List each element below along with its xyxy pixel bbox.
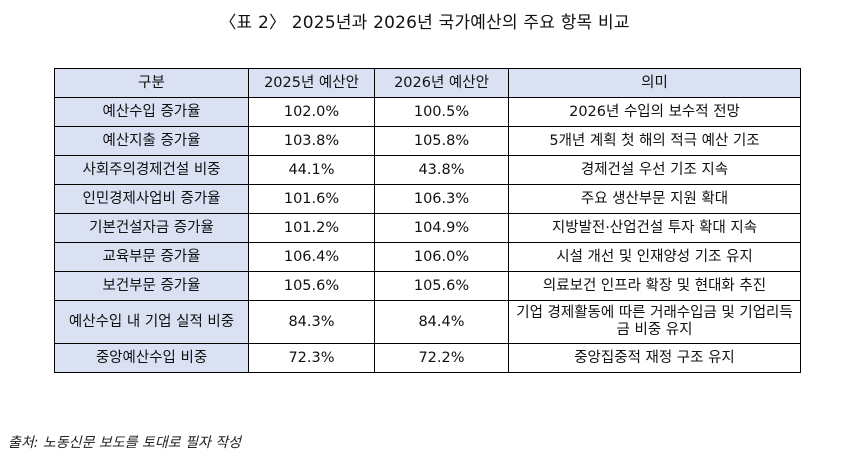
meaning-cell: 기업 경제활동에 따른 거래수입금 및 기업리득금 비중 유지 [508,300,801,344]
row-label: 인민경제사업비 증가율 [54,184,249,214]
table-row: 기본건설자금 증가율 101.2% 104.9% 지방발전·산업건설 투자 확대… [54,213,801,243]
table-header-row: 구분 2025년 예산안 2026년 예산안 의미 [54,68,801,98]
value-2026: 104.9% [374,213,509,243]
value-2026: 84.4% [374,300,509,344]
header-meaning: 의미 [508,68,801,98]
value-2025: 103.8% [248,126,375,156]
value-2025: 72.3% [248,343,375,373]
value-2026: 105.6% [374,271,509,301]
meaning-cell: 지방발전·산업건설 투자 확대 지속 [508,213,801,243]
table-row: 예산지출 증가율 103.8% 105.8% 5개년 계획 첫 해의 적극 예산… [54,126,801,156]
value-2026: 100.5% [374,97,509,127]
header-category: 구분 [54,68,249,98]
row-label: 기본건설자금 증가율 [54,213,249,243]
row-label: 중앙예산수입 비중 [54,343,249,373]
row-label: 사회주의경제건설 비중 [54,155,249,185]
meaning-cell: 주요 생산부문 지원 확대 [508,184,801,214]
table-row: 인민경제사업비 증가율 101.6% 106.3% 주요 생산부문 지원 확대 [54,184,801,214]
table-row: 사회주의경제건설 비중 44.1% 43.8% 경제건설 우선 기조 지속 [54,155,801,185]
value-2025: 102.0% [248,97,375,127]
table-title: 〈표 2〉 2025년과 2026년 국가예산의 주요 항목 비교 [219,13,630,33]
source-note: 출처: 노동신문 보도를 토대로 필자 작성 [8,435,242,451]
value-2025: 101.6% [248,184,375,214]
row-label: 예산수입 증가율 [54,97,249,127]
row-label: 보건부문 증가율 [54,271,249,301]
header-2025-budget: 2025년 예산안 [248,68,375,98]
row-label: 예산수입 내 기업 실적 비중 [54,300,249,344]
value-2026: 72.2% [374,343,509,373]
meaning-cell: 의료보건 인프라 확장 및 현대화 추진 [508,271,801,301]
value-2025: 44.1% [248,155,375,185]
table-row: 보건부문 증가율 105.6% 105.6% 의료보건 인프라 확장 및 현대화… [54,271,801,301]
value-2026: 106.0% [374,242,509,272]
row-label: 예산지출 증가율 [54,126,249,156]
budget-comparison-table: 구분 2025년 예산안 2026년 예산안 의미 예산수입 증가율 102.0… [54,68,801,373]
value-2025: 105.6% [248,271,375,301]
row-label: 교육부문 증가율 [54,242,249,272]
header-2026-budget: 2026년 예산안 [374,68,509,98]
meaning-cell: 중앙집중적 재정 구조 유지 [508,343,801,373]
value-2025: 84.3% [248,300,375,344]
value-2026: 106.3% [374,184,509,214]
value-2025: 106.4% [248,242,375,272]
table-row: 중앙예산수입 비중 72.3% 72.2% 중앙집중적 재정 구조 유지 [54,343,801,373]
meaning-cell: 5개년 계획 첫 해의 적극 예산 기조 [508,126,801,156]
meaning-cell: 2026년 수입의 보수적 전망 [508,97,801,127]
meaning-cell: 경제건설 우선 기조 지속 [508,155,801,185]
table-row: 예산수입 내 기업 실적 비중 84.3% 84.4% 기업 경제활동에 따른 … [54,300,801,344]
value-2026: 105.8% [374,126,509,156]
table-row: 예산수입 증가율 102.0% 100.5% 2026년 수입의 보수적 전망 [54,97,801,127]
value-2026: 43.8% [374,155,509,185]
table-row: 교육부문 증가율 106.4% 106.0% 시설 개선 및 인재양성 기조 유… [54,242,801,272]
value-2025: 101.2% [248,213,375,243]
meaning-cell: 시설 개선 및 인재양성 기조 유지 [508,242,801,272]
